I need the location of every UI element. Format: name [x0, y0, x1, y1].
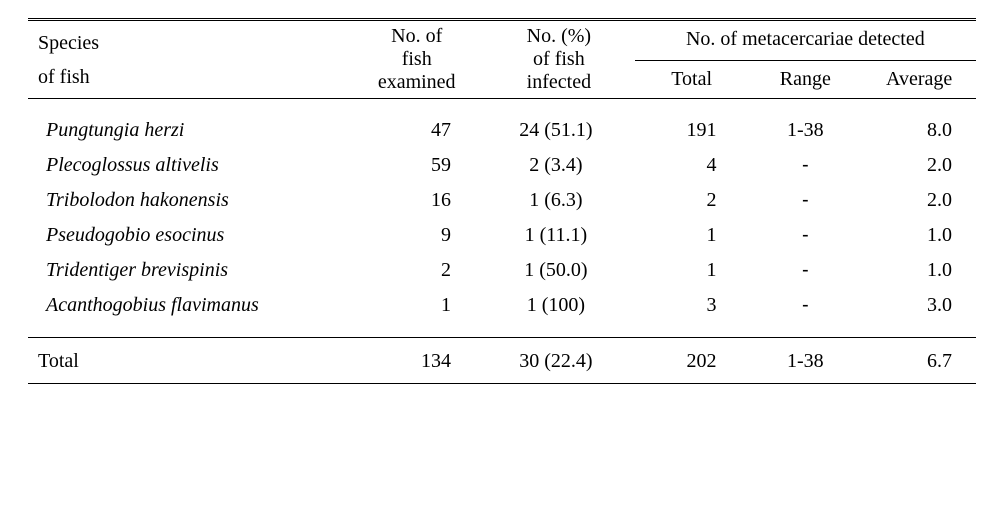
table-footer: Total 134 30 (22.4) 202 1-38 6.7 [28, 338, 976, 385]
cell-avg: 3.0 [862, 288, 976, 323]
cell-avg: 1.0 [862, 218, 976, 253]
cell-species: Tridentiger brevispinis [28, 253, 350, 288]
cell-range: - [748, 148, 862, 183]
cell-range: 1-38 [748, 113, 862, 148]
table-header: Species of fish No. of fish examined No.… [28, 20, 976, 100]
header-infected-line3: infected [527, 71, 591, 93]
header-examined-line1: No. of [391, 25, 442, 47]
table-row: Plecoglossus altivelis592 (3.4)4-2.0 [28, 148, 976, 183]
header-examined-line2: fish [402, 48, 432, 70]
cell-examined: 9 [350, 218, 483, 253]
table-row: Pungtungia herzi4724 (51.1)1911-388.0 [28, 113, 976, 148]
cell-avg: 2.0 [862, 148, 976, 183]
cell-species: Acanthogobius flavimanus [28, 288, 350, 323]
total-range: 1-38 [748, 338, 862, 384]
table-row: Tribolodon hakonensis161 (6.3)2-2.0 [28, 183, 976, 218]
cell-total: 1 [635, 218, 749, 253]
total-avg: 6.7 [862, 338, 976, 384]
cell-species: Pseudogobio esocinus [28, 218, 350, 253]
table-row: Acanthogobius flavimanus11 (100)3-3.0 [28, 288, 976, 323]
cell-total: 2 [635, 183, 749, 218]
cell-species: Tribolodon hakonensis [28, 183, 350, 218]
cell-examined: 2 [350, 253, 483, 288]
cell-examined: 16 [350, 183, 483, 218]
cell-total: 1 [635, 253, 749, 288]
cell-examined: 1 [350, 288, 483, 323]
header-species-line2: of fish [38, 66, 90, 88]
total-total: 202 [635, 338, 749, 384]
cell-range: - [748, 218, 862, 253]
cell-species: Pungtungia herzi [28, 113, 350, 148]
total-examined: 134 [350, 338, 483, 384]
cell-examined: 59 [350, 148, 483, 183]
header-species-line1: Species [38, 32, 99, 54]
cell-total: 4 [635, 148, 749, 183]
header-sub-avg: Average [862, 61, 976, 99]
cell-infected: 2 (3.4) [483, 148, 635, 183]
total-infected: 30 (22.4) [483, 338, 635, 384]
header-examined-line3: examined [378, 71, 456, 93]
total-label: Total [28, 338, 350, 384]
table-row: Pseudogobio esocinus91 (11.1)1-1.0 [28, 218, 976, 253]
data-table: Species of fish No. of fish examined No.… [28, 18, 976, 384]
header-examined: No. of fish examined [350, 20, 483, 99]
header-infected-line2: of fish [533, 48, 585, 70]
cell-infected: 1 (50.0) [483, 253, 635, 288]
cell-range: - [748, 183, 862, 218]
cell-infected: 1 (6.3) [483, 183, 635, 218]
cell-total: 191 [635, 113, 749, 148]
cell-avg: 1.0 [862, 253, 976, 288]
header-sub-total: Total [635, 61, 749, 99]
cell-range: - [748, 253, 862, 288]
cell-infected: 24 (51.1) [483, 113, 635, 148]
cell-avg: 8.0 [862, 113, 976, 148]
header-sub-range: Range [748, 61, 862, 99]
cell-total: 3 [635, 288, 749, 323]
header-species: Species of fish [28, 20, 350, 99]
cell-range: - [748, 288, 862, 323]
cell-examined: 47 [350, 113, 483, 148]
cell-infected: 1 (11.1) [483, 218, 635, 253]
cell-infected: 1 (100) [483, 288, 635, 323]
cell-species: Plecoglossus altivelis [28, 148, 350, 183]
header-infected-line1: No. (%) [527, 25, 591, 47]
header-metacercariae: No. of metacercariae detected [635, 20, 976, 61]
header-infected: No. (%) of fish infected [483, 20, 635, 99]
table-row: Tridentiger brevispinis21 (50.0)1-1.0 [28, 253, 976, 288]
table-body: Pungtungia herzi4724 (51.1)1911-388.0Ple… [28, 99, 976, 338]
cell-avg: 2.0 [862, 183, 976, 218]
